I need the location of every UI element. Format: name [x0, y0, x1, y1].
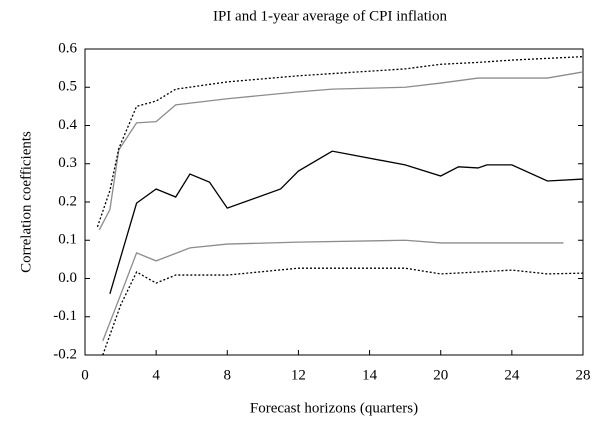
- x-tick-label: 8: [224, 367, 232, 383]
- series-line: [102, 239, 564, 342]
- y-tick-label: 0.2: [58, 193, 77, 209]
- plot-frame: [84, 48, 584, 356]
- series-line: [96, 56, 584, 228]
- x-tick-label: 12: [291, 367, 306, 383]
- series-line: [98, 71, 584, 231]
- y-tick-label: 0.3: [58, 155, 77, 171]
- series-line: [102, 267, 584, 356]
- x-tick-label: 4: [152, 367, 160, 383]
- y-tick-label: 0.0: [58, 270, 77, 286]
- x-tick-label: 28: [576, 367, 591, 383]
- y-tick-label: 0.6: [58, 40, 77, 56]
- y-tick-label: -0.1: [53, 308, 77, 324]
- x-tick-label: 20: [433, 367, 448, 383]
- x-tick-label: 14: [362, 367, 378, 383]
- y-tick-label: 0.4: [58, 117, 77, 133]
- x-tick-label: 24: [504, 367, 520, 383]
- x-tick-label: 0: [81, 367, 89, 383]
- y-tick-label: 0.5: [58, 79, 77, 95]
- series-line: [109, 150, 584, 294]
- chart-title: IPI and 1-year average of CPI inflation: [213, 8, 448, 24]
- y-axis-label: Correlation coefficients: [18, 131, 34, 273]
- y-tick-label: 0.1: [58, 232, 77, 248]
- x-axis-label: Forecast horizons (quarters): [250, 400, 418, 416]
- y-tick-label: -0.2: [53, 346, 77, 362]
